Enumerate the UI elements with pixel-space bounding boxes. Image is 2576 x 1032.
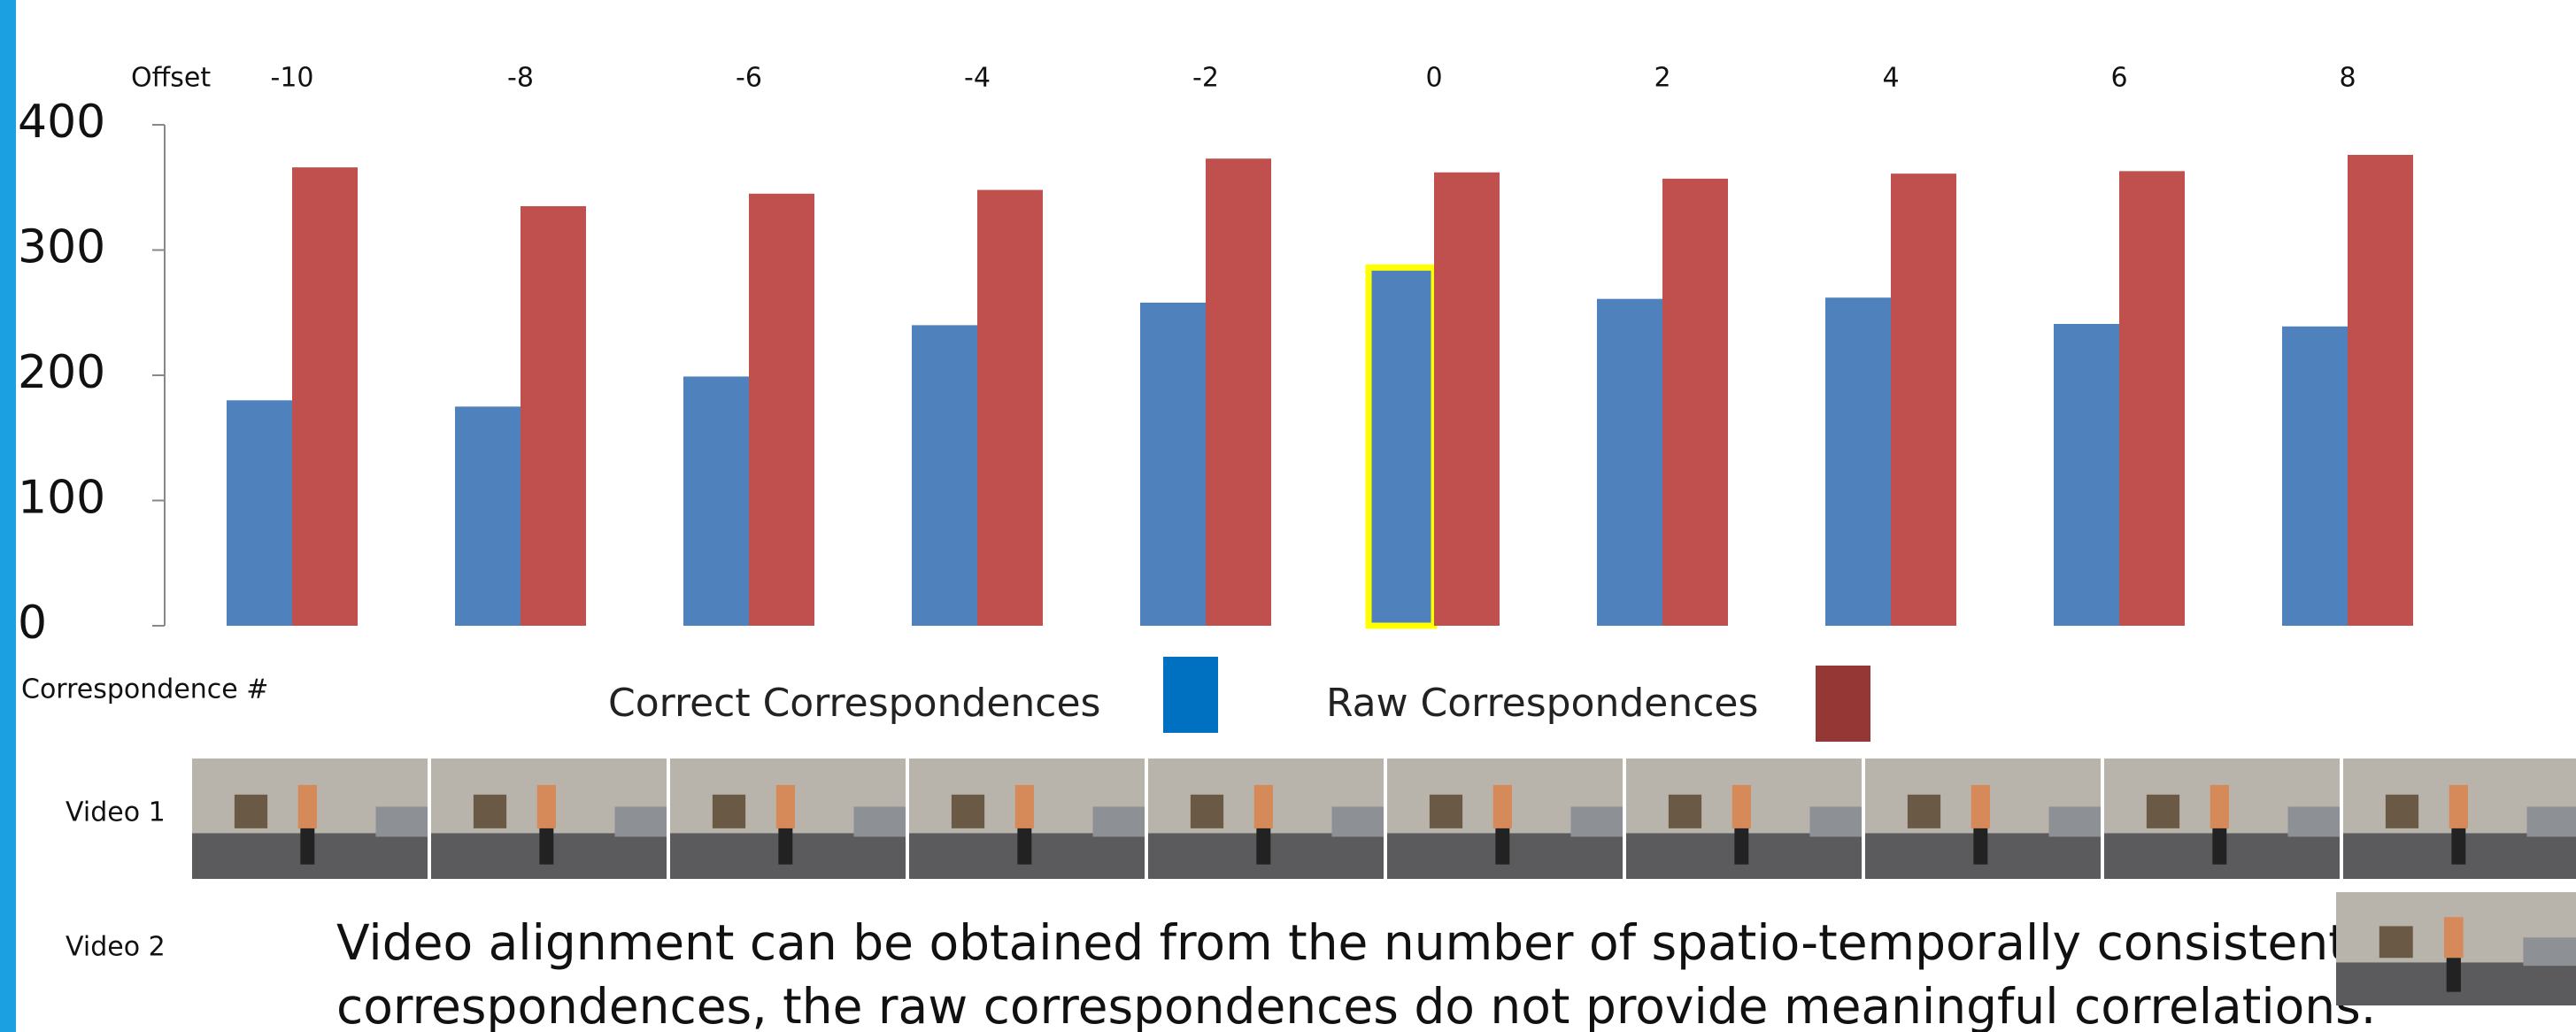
frame-person [1254,785,1273,828]
bar [1206,158,1271,626]
bar [2282,327,2348,626]
frame-car [1092,806,1145,836]
frame-window [1191,795,1223,828]
slide: Offset Correspondence # Video 1 Video 2 … [0,0,2576,1032]
bar [227,400,292,626]
frame-car [614,806,667,836]
frame-car [375,806,428,836]
frame-legs [1256,828,1270,865]
frame-car [1331,806,1384,836]
x-tick-label: -4 [964,63,991,94]
frame-legs [1973,828,1987,865]
bar [292,167,358,626]
bar [1140,303,1206,626]
frame-car [853,806,906,836]
x-tick-label: 0 [1425,63,1442,94]
x-tick-label: 6 [2110,63,2127,94]
bar [749,194,814,626]
frame-person [298,785,317,828]
frame-person [1971,785,1990,828]
x-tick-label: 2 [1654,63,1670,94]
frame-person [2449,785,2468,828]
frame-legs [539,828,553,865]
bar [1662,179,1728,626]
frame-legs [300,828,314,865]
frame-car [2523,937,2576,966]
frame-legs [778,828,792,865]
frame-window [952,795,984,828]
bar [683,376,749,626]
caption-line: correspondences, the raw correspondences… [336,978,2376,1032]
video-label: Video 1 [66,797,166,828]
bar [455,406,521,626]
bar [2054,324,2119,626]
legend-swatch [1816,666,1870,742]
y-tick-label: 200 [18,346,105,399]
frame-legs [2212,828,2226,865]
frame-window [235,795,267,828]
frame-car [2048,806,2101,836]
frame-window [1908,795,1940,828]
frame-car [1570,806,1623,836]
frame-window [2379,926,2413,958]
frame-legs [1734,828,1748,865]
bar [1434,173,1500,626]
frame-window [2386,795,2418,828]
y-axis-title: Correspondence # [21,674,268,705]
frame-legs [1495,828,1509,865]
y-tick-label: 100 [18,472,105,525]
bar [977,190,1043,626]
frame-car [2526,806,2576,836]
legend-label: Raw Correspondences [1326,681,1758,726]
x-tick-label: -6 [736,63,762,94]
bar [1597,299,1662,626]
x-tick-label: 8 [2339,63,2356,94]
frame-legs [2451,828,2465,865]
frame-legs [2447,958,2461,991]
frame-car [1809,806,1862,836]
bar [2348,155,2413,626]
y-tick-label: 0 [18,597,47,650]
frame-window [1430,795,1462,828]
y-tick-label: 300 [18,221,105,274]
bar [1891,173,1956,626]
frame-window [1669,795,1701,828]
frame-legs [1017,828,1031,865]
x-tick-label: -2 [1192,63,1219,94]
bar [1369,267,1434,626]
frame-person [1493,785,1512,828]
frame-person [1732,785,1751,828]
frame-person [1015,785,1034,828]
frame-car [2287,806,2340,836]
frame-person [537,785,556,828]
x-tick-label: -8 [507,63,534,94]
y-tick-label: 400 [18,96,105,149]
caption-line: Video alignment can be obtained from the… [336,914,2348,971]
legend-label: Correct Correspondences [608,681,1100,726]
bar [2119,171,2185,626]
frame-person [776,785,795,828]
x-axis-title: Offset [131,63,211,94]
frame-window [2147,795,2179,828]
frame-person [2444,917,2464,958]
video-label: Video 2 [66,932,166,963]
x-tick-label: 4 [1882,63,1899,94]
slide-border [0,0,16,1032]
bar [521,206,586,626]
frame-person [2210,785,2229,828]
legend-swatch [1163,657,1218,733]
frame-window [713,795,745,828]
frame-window [474,795,506,828]
x-tick-label: -10 [271,63,314,94]
bar [1825,297,1891,626]
bar [912,325,977,626]
